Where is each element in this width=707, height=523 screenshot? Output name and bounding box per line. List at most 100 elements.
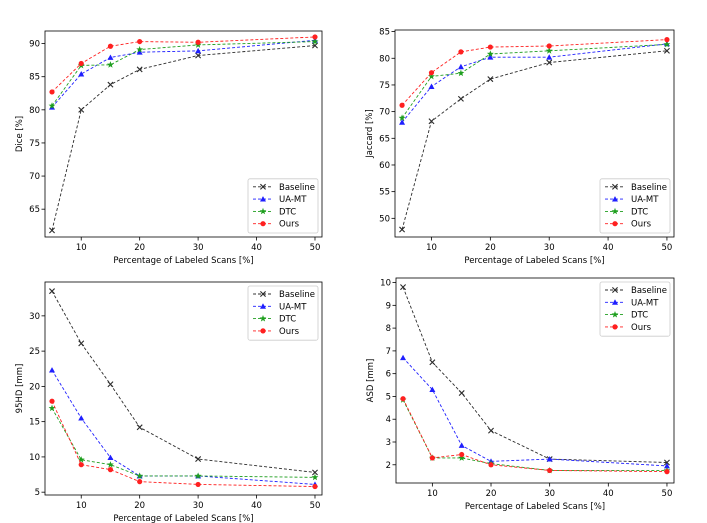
data-point-ours [428, 70, 435, 76]
data-point-dtc [136, 472, 144, 479]
legend-label-baseline: Baseline [631, 286, 667, 296]
data-point-baseline [78, 106, 85, 113]
series-line-dtc [402, 399, 667, 471]
data-point-ours [487, 44, 493, 50]
data-point-dtc [428, 72, 435, 80]
data-point-ua-mt [663, 462, 670, 469]
legend-label-ours: Ours [631, 220, 652, 230]
legend-label-ua-mt: UA-MT [631, 195, 659, 205]
legend-marker-dtc [259, 315, 267, 322]
y-tick-label: 5 [386, 392, 391, 402]
y-axis-label: 95HD [mm] [15, 364, 25, 414]
legend-marker-baseline [260, 183, 266, 190]
legend-label-baseline: Baseline [279, 290, 315, 300]
axes-frame [395, 277, 675, 484]
data-point-ua-mt [107, 54, 114, 60]
data-point-ua-mt [429, 386, 436, 393]
data-point-dtc [136, 45, 144, 53]
legend-label-dtc: DTC [279, 207, 296, 217]
data-point-baseline [311, 469, 318, 476]
data-point-dtc [545, 47, 553, 54]
y-tick-label: 80 [379, 54, 390, 64]
data-point-baseline [457, 95, 464, 102]
x-tick-label: 20 [134, 243, 145, 253]
data-point-ours [312, 483, 318, 490]
chart-dice: 10 20 30 40 50 65 70 75 80 85 90 Percentage of Labe… [15, 30, 323, 266]
data-point-dtc [486, 50, 494, 57]
data-point-baseline [107, 381, 114, 388]
y-tick-label: 7 [386, 347, 391, 357]
chart-jaccard: 10 20 30 40 50 50 55 60 65 70 75 80 85 Percentage of … [365, 28, 675, 266]
legend-label-ours: Ours [279, 327, 300, 337]
legend-box [599, 178, 671, 234]
x-tick-label: 20 [486, 489, 497, 499]
data-point-ours [458, 49, 464, 55]
x-tick-label: 20 [134, 501, 145, 511]
data-point-ua-mt [546, 54, 553, 60]
data-point-baseline [458, 390, 465, 397]
data-point-ours [664, 469, 670, 475]
axes-frame [394, 29, 675, 238]
legend-marker-ours [612, 324, 618, 330]
series-line-ours [51, 401, 315, 487]
y-tick-label: 65 [29, 205, 40, 215]
y-axis-label: Jaccard [%] [365, 109, 375, 158]
legend-label-baseline: Baseline [279, 183, 315, 193]
data-point-baseline [136, 424, 143, 431]
x-tick-label: 40 [603, 489, 614, 499]
x-tick-label: 20 [485, 243, 496, 253]
legend-marker-ours [612, 221, 618, 227]
data-point-dtc [398, 114, 406, 121]
data-point-dtc [48, 102, 56, 109]
chart-asd: 10 20 30 40 50 2 3 4 5 6 7 8 9 10 Percentage of Labele… [366, 277, 675, 512]
y-tick-label: 10 [29, 453, 40, 463]
x-tick-label: 40 [251, 501, 262, 511]
data-point-ua-mt [195, 47, 202, 54]
x-tick-label: 30 [193, 501, 204, 511]
legend-box [247, 285, 319, 341]
data-point-ours [78, 462, 84, 468]
x-axis-label: Percentage of Labeled Scans [%] [464, 256, 604, 266]
data-point-ua-mt [458, 442, 465, 448]
data-point-baseline [428, 118, 435, 125]
data-point-dtc [663, 40, 671, 48]
legend-marker-ours [260, 221, 266, 227]
y-tick-label: 3 [386, 438, 391, 448]
series-line-ua-mt [51, 369, 316, 485]
data-point-ours [459, 451, 465, 458]
data-point-ours [547, 467, 553, 474]
series-line-baseline [402, 286, 667, 463]
series-line-dtc [401, 43, 667, 119]
data-point-dtc [458, 454, 466, 461]
data-point-dtc [311, 473, 319, 481]
data-point-ua-mt [107, 454, 114, 461]
y-tick-label: 2 [386, 461, 391, 471]
data-point-ua-mt [457, 63, 464, 70]
data-point-ours [137, 38, 143, 45]
legend-label-ours: Ours [279, 220, 300, 230]
data-point-ours [195, 39, 201, 45]
data-point-ours [546, 43, 552, 49]
data-point-ua-mt [49, 367, 56, 373]
y-tick-label: 80 [29, 106, 40, 116]
data-point-baseline [136, 66, 143, 73]
legend: Baseline UA-MT DTC Ours [599, 281, 671, 337]
x-tick-label: 10 [76, 501, 87, 511]
legend-marker-ua-mt [260, 303, 266, 309]
y-tick-label: 50 [379, 214, 390, 224]
x-tick-label: 10 [427, 489, 438, 499]
data-point-baseline [400, 284, 407, 291]
data-point-ours [78, 60, 84, 67]
data-point-baseline [49, 227, 56, 234]
legend: Baseline UA-MT DTC Ours [599, 178, 671, 234]
data-point-baseline [429, 359, 436, 366]
data-point-ours [488, 462, 494, 468]
data-point-ua-mt [546, 456, 553, 462]
data-point-baseline [49, 288, 56, 295]
legend-marker-ua-mt [612, 196, 618, 202]
x-axis-label: Percentage of Labeled Scans [%] [465, 502, 605, 512]
data-point-dtc [311, 38, 319, 45]
legend-marker-dtc [611, 207, 619, 215]
axes-frame [44, 281, 323, 496]
